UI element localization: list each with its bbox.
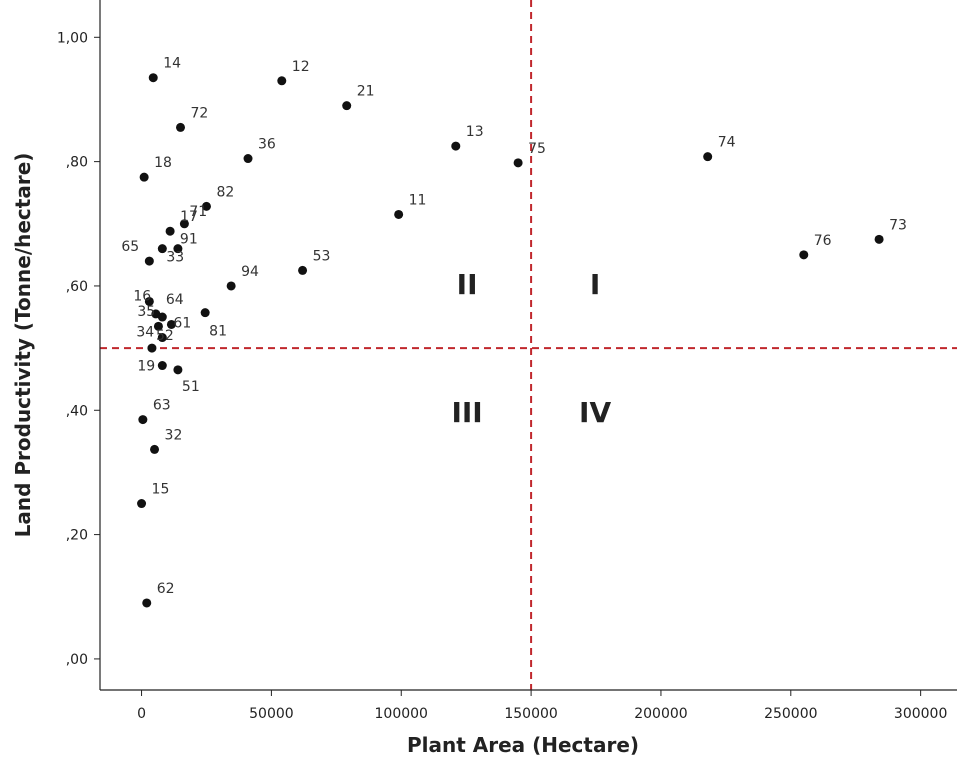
data-point	[157, 244, 167, 254]
x-tick-label: 200000	[634, 706, 687, 722]
point-label: 12	[292, 59, 310, 75]
point-label: 63	[153, 398, 171, 414]
x-tick-label: 50000	[249, 706, 294, 722]
point-label: 64	[166, 292, 184, 308]
data-point	[173, 244, 183, 254]
point-label: 61	[173, 315, 191, 331]
point-label: 32	[165, 427, 183, 443]
quadrant-label: I	[590, 268, 600, 301]
data-point	[277, 76, 287, 86]
point-label: 15	[152, 482, 170, 498]
data-point	[342, 101, 352, 111]
point-label: 17	[180, 209, 198, 225]
point-label: 18	[154, 155, 172, 171]
data-point	[513, 158, 523, 168]
y-axis-title: Land Productivity (Tonne/hectare)	[11, 153, 35, 538]
data-point	[226, 281, 236, 291]
data-point	[157, 312, 167, 322]
data-point	[874, 234, 884, 244]
quadrant-box	[431, 248, 504, 321]
point-label: 71	[189, 204, 207, 220]
data-point	[201, 201, 211, 211]
point-label: 52	[156, 328, 174, 344]
y-tick-label: ,40	[66, 403, 88, 419]
point-label: 51	[182, 379, 200, 395]
point-label: 14	[163, 56, 181, 72]
data-point	[153, 321, 163, 331]
quadrant-box	[431, 376, 504, 449]
data-point	[298, 265, 308, 275]
x-tick-label: 0	[137, 706, 146, 722]
data-point	[142, 598, 152, 608]
data-point	[157, 333, 167, 343]
point-label: 94	[241, 264, 259, 280]
quadrant-label: II	[457, 268, 478, 301]
point-label: 33	[166, 250, 184, 266]
point-label: 62	[157, 581, 175, 597]
data-point	[200, 308, 210, 318]
x-axis-title: Plant Area (Hectare)	[407, 733, 639, 757]
x-tick-label: 150000	[504, 706, 557, 722]
point-label: 82	[216, 184, 234, 200]
data-point	[451, 141, 461, 151]
point-label: 11	[409, 192, 427, 208]
data-point	[144, 296, 154, 306]
quadrant-box	[559, 376, 632, 449]
data-point	[176, 122, 186, 132]
data-point	[138, 415, 148, 425]
quadrant-label: IV	[579, 396, 611, 429]
data-point	[179, 219, 189, 229]
point-label: 34	[136, 325, 154, 341]
y-tick-label: ,00	[66, 652, 88, 668]
data-point	[144, 256, 154, 266]
point-label: 35	[137, 304, 155, 320]
data-point	[150, 444, 160, 454]
point-label: 73	[889, 217, 907, 233]
y-tick-label: ,80	[66, 155, 88, 171]
data-point	[394, 209, 404, 219]
x-tick-label: 250000	[764, 706, 817, 722]
y-tick-label: ,20	[66, 528, 88, 544]
data-point	[166, 319, 176, 329]
data-point	[243, 154, 253, 164]
data-point	[147, 343, 157, 353]
data-point	[173, 365, 183, 375]
quadrant-box	[559, 248, 632, 321]
point-label: 36	[258, 137, 276, 153]
point-label: 76	[814, 233, 832, 249]
point-label: 53	[313, 248, 331, 264]
data-point	[157, 361, 167, 371]
x-tick-label: 100000	[375, 706, 428, 722]
point-label: 19	[137, 359, 155, 375]
data-point	[148, 73, 158, 83]
point-label: 21	[357, 84, 375, 100]
data-point	[137, 499, 147, 509]
y-tick-label: ,60	[66, 279, 88, 295]
point-label: 13	[466, 124, 484, 140]
point-label: 75	[528, 141, 546, 157]
point-label: 81	[209, 324, 227, 340]
point-label: 91	[180, 232, 198, 248]
point-label: 65	[121, 239, 139, 255]
y-tick-label: 1,00	[57, 30, 88, 46]
quadrant-label: III	[451, 396, 482, 429]
data-point	[703, 152, 713, 162]
data-point	[139, 172, 149, 182]
x-tick-label: 300000	[894, 706, 947, 722]
point-label: 74	[718, 135, 736, 151]
data-point	[165, 226, 175, 236]
point-label: 16	[133, 288, 151, 304]
data-point	[799, 250, 809, 260]
point-label: 72	[191, 105, 209, 121]
